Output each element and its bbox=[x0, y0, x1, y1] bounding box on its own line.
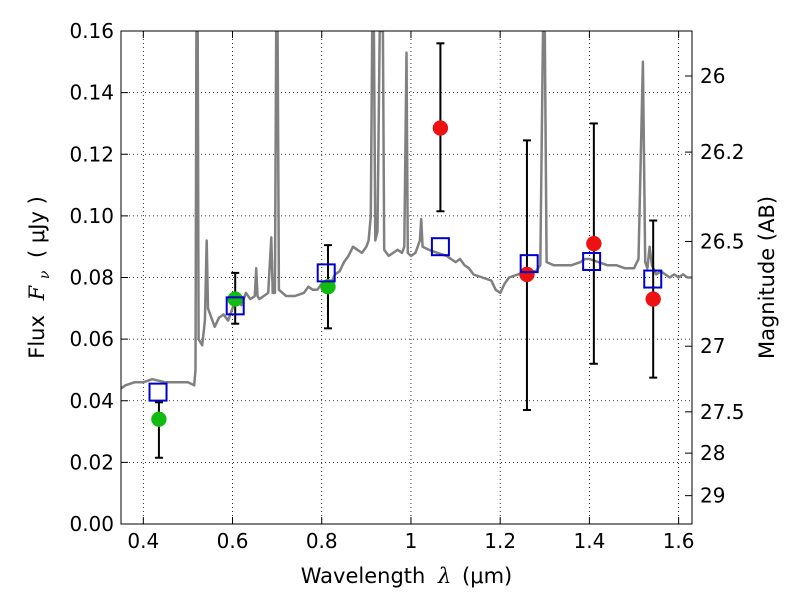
measurement-red bbox=[432, 42, 449, 213]
data-point-red bbox=[432, 120, 449, 136]
data-point-green bbox=[320, 278, 336, 295]
data-point-red bbox=[645, 291, 661, 307]
x-tick-label: 1 bbox=[405, 529, 418, 553]
y-tick-label: 0.12 bbox=[69, 142, 114, 166]
tick-marks bbox=[121, 30, 692, 525]
y-tick-label: 0.16 bbox=[69, 19, 114, 43]
measurement-green bbox=[151, 401, 167, 459]
right-tick-label: 28 bbox=[700, 441, 725, 465]
model-square bbox=[225, 296, 245, 316]
spectrum-line bbox=[121, 31, 692, 390]
right-axis-label: Magnitude (AB) bbox=[755, 196, 779, 359]
y-tick-label: 0.10 bbox=[69, 204, 114, 228]
right-tick-label: 27 bbox=[700, 334, 725, 358]
right-tick-label: 29 bbox=[700, 484, 725, 508]
right-tick-label: 26.2 bbox=[700, 140, 745, 164]
model-square bbox=[519, 254, 539, 274]
measurement-red bbox=[519, 139, 535, 411]
right-tick-label: 26 bbox=[700, 64, 725, 88]
y-tick-label: 0.04 bbox=[69, 389, 114, 413]
measurement-red bbox=[645, 219, 661, 379]
model-square bbox=[316, 263, 336, 283]
y-axis-label-text: Flux bbox=[25, 315, 49, 359]
measurement-green bbox=[320, 244, 336, 330]
model-square bbox=[643, 269, 663, 289]
photometry-layer bbox=[148, 42, 663, 459]
y-tick-label: 0.02 bbox=[69, 450, 114, 474]
x-tick-label: 0.6 bbox=[217, 529, 249, 553]
data-point-green bbox=[227, 291, 243, 307]
x-axis-label-symbol: λ bbox=[437, 564, 451, 588]
measurement-red bbox=[586, 122, 602, 365]
y-tick-label: 0.06 bbox=[69, 327, 114, 351]
y-tick-label: 0.08 bbox=[69, 266, 114, 290]
right-tick-label: 26.5 bbox=[700, 229, 745, 253]
spectrum-layer bbox=[121, 31, 692, 390]
model-square bbox=[148, 382, 168, 402]
y-axis-label-symbol: F bbox=[25, 284, 49, 301]
data-point-red bbox=[586, 235, 602, 252]
y-tick-label: 0.00 bbox=[69, 512, 114, 536]
y-tick-label: 0.14 bbox=[69, 81, 114, 105]
y-axis-label: Flux F ν ( μJy ) bbox=[25, 196, 54, 359]
x-tick-label: 1.6 bbox=[663, 529, 695, 553]
x-axis-label-unit: (μm) bbox=[462, 564, 512, 588]
x-tick-label: 1.4 bbox=[573, 529, 605, 553]
model-square bbox=[582, 251, 602, 271]
model-square bbox=[430, 237, 450, 257]
x-axis-label-text: Wavelength bbox=[301, 564, 426, 588]
right-tick-label: 27.5 bbox=[700, 400, 745, 424]
data-point-green bbox=[151, 411, 167, 427]
data-point-red bbox=[519, 266, 535, 283]
x-tick-label: 0.4 bbox=[127, 529, 159, 553]
y-axis-label-unit: ( μJy ) bbox=[25, 196, 49, 258]
x-tick-label: 0.8 bbox=[306, 529, 338, 553]
y-axis-label-subscript: ν bbox=[37, 270, 53, 279]
x-tick-label: 1.2 bbox=[484, 529, 516, 553]
x-axis-label: Wavelength λ (μm) bbox=[301, 564, 512, 588]
